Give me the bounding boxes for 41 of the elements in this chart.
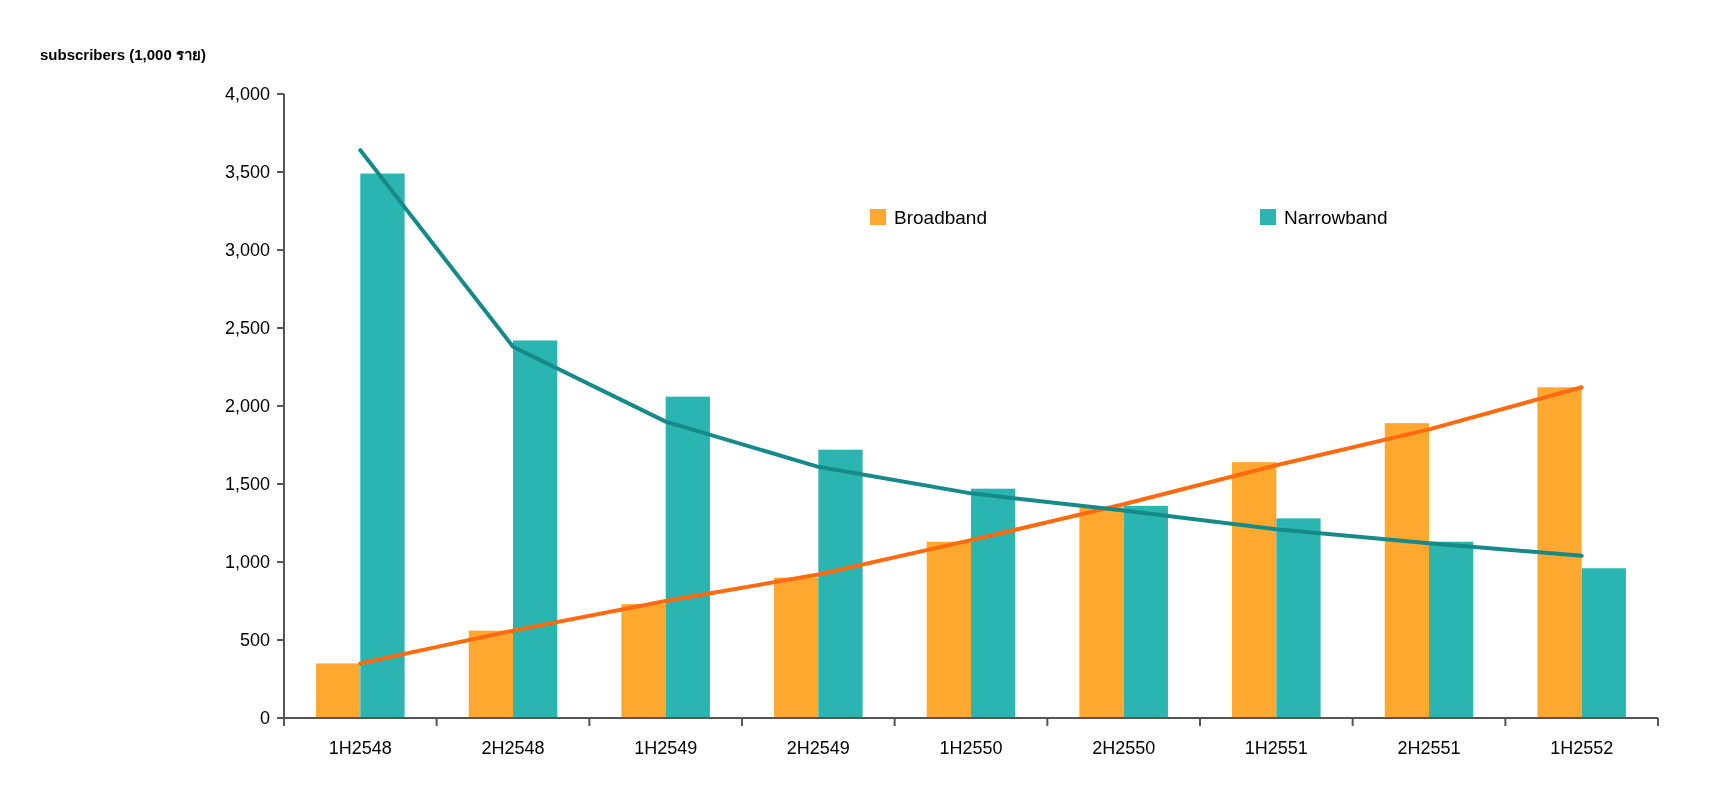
bar xyxy=(621,604,666,718)
x-tick-label: 2H2551 xyxy=(1397,738,1461,758)
y-tick-label: 500 xyxy=(239,630,270,650)
y-tick-label: 4,000 xyxy=(224,84,270,104)
x-tick-label: 1H2548 xyxy=(328,738,392,758)
bar xyxy=(1384,423,1429,718)
bar xyxy=(468,630,513,718)
bar xyxy=(971,488,1016,718)
bar xyxy=(1429,541,1474,718)
y-tick-label: 2,000 xyxy=(224,396,270,416)
legend-label: Broadband xyxy=(894,207,987,228)
bar xyxy=(818,449,863,718)
legend-label: Narrowband xyxy=(1284,207,1388,228)
x-tick-label: 1H2551 xyxy=(1244,738,1308,758)
y-tick-label: 3,000 xyxy=(224,240,270,260)
y-tick-label: 2,500 xyxy=(224,318,270,338)
bar xyxy=(1581,568,1626,718)
bar xyxy=(665,396,710,718)
x-tick-label: 2H2550 xyxy=(1092,738,1156,758)
x-tick-label: 1H2550 xyxy=(939,738,1003,758)
y-tick-label: 1,500 xyxy=(224,474,270,494)
y-axis-title: subscribers (1,000 ราย) xyxy=(40,46,206,63)
y-tick-label: 1,000 xyxy=(224,552,270,572)
bar xyxy=(1276,518,1321,718)
bar xyxy=(1232,462,1277,718)
bar xyxy=(774,577,819,718)
y-tick-label: 0 xyxy=(259,708,270,728)
line-series xyxy=(358,148,1584,558)
x-tick-label: 2H2548 xyxy=(481,738,545,758)
y-tick-label: 3,500 xyxy=(224,162,270,182)
x-tick-label: 1H2549 xyxy=(634,738,698,758)
bar xyxy=(316,663,361,718)
bar xyxy=(1537,387,1582,718)
bar xyxy=(1079,507,1124,718)
x-tick-label: 2H2549 xyxy=(786,738,850,758)
bar xyxy=(360,173,405,718)
bar xyxy=(513,340,558,718)
bar xyxy=(1123,505,1168,718)
bar xyxy=(926,541,971,718)
x-tick-label: 1H2552 xyxy=(1550,738,1614,758)
line-series xyxy=(358,385,1584,666)
